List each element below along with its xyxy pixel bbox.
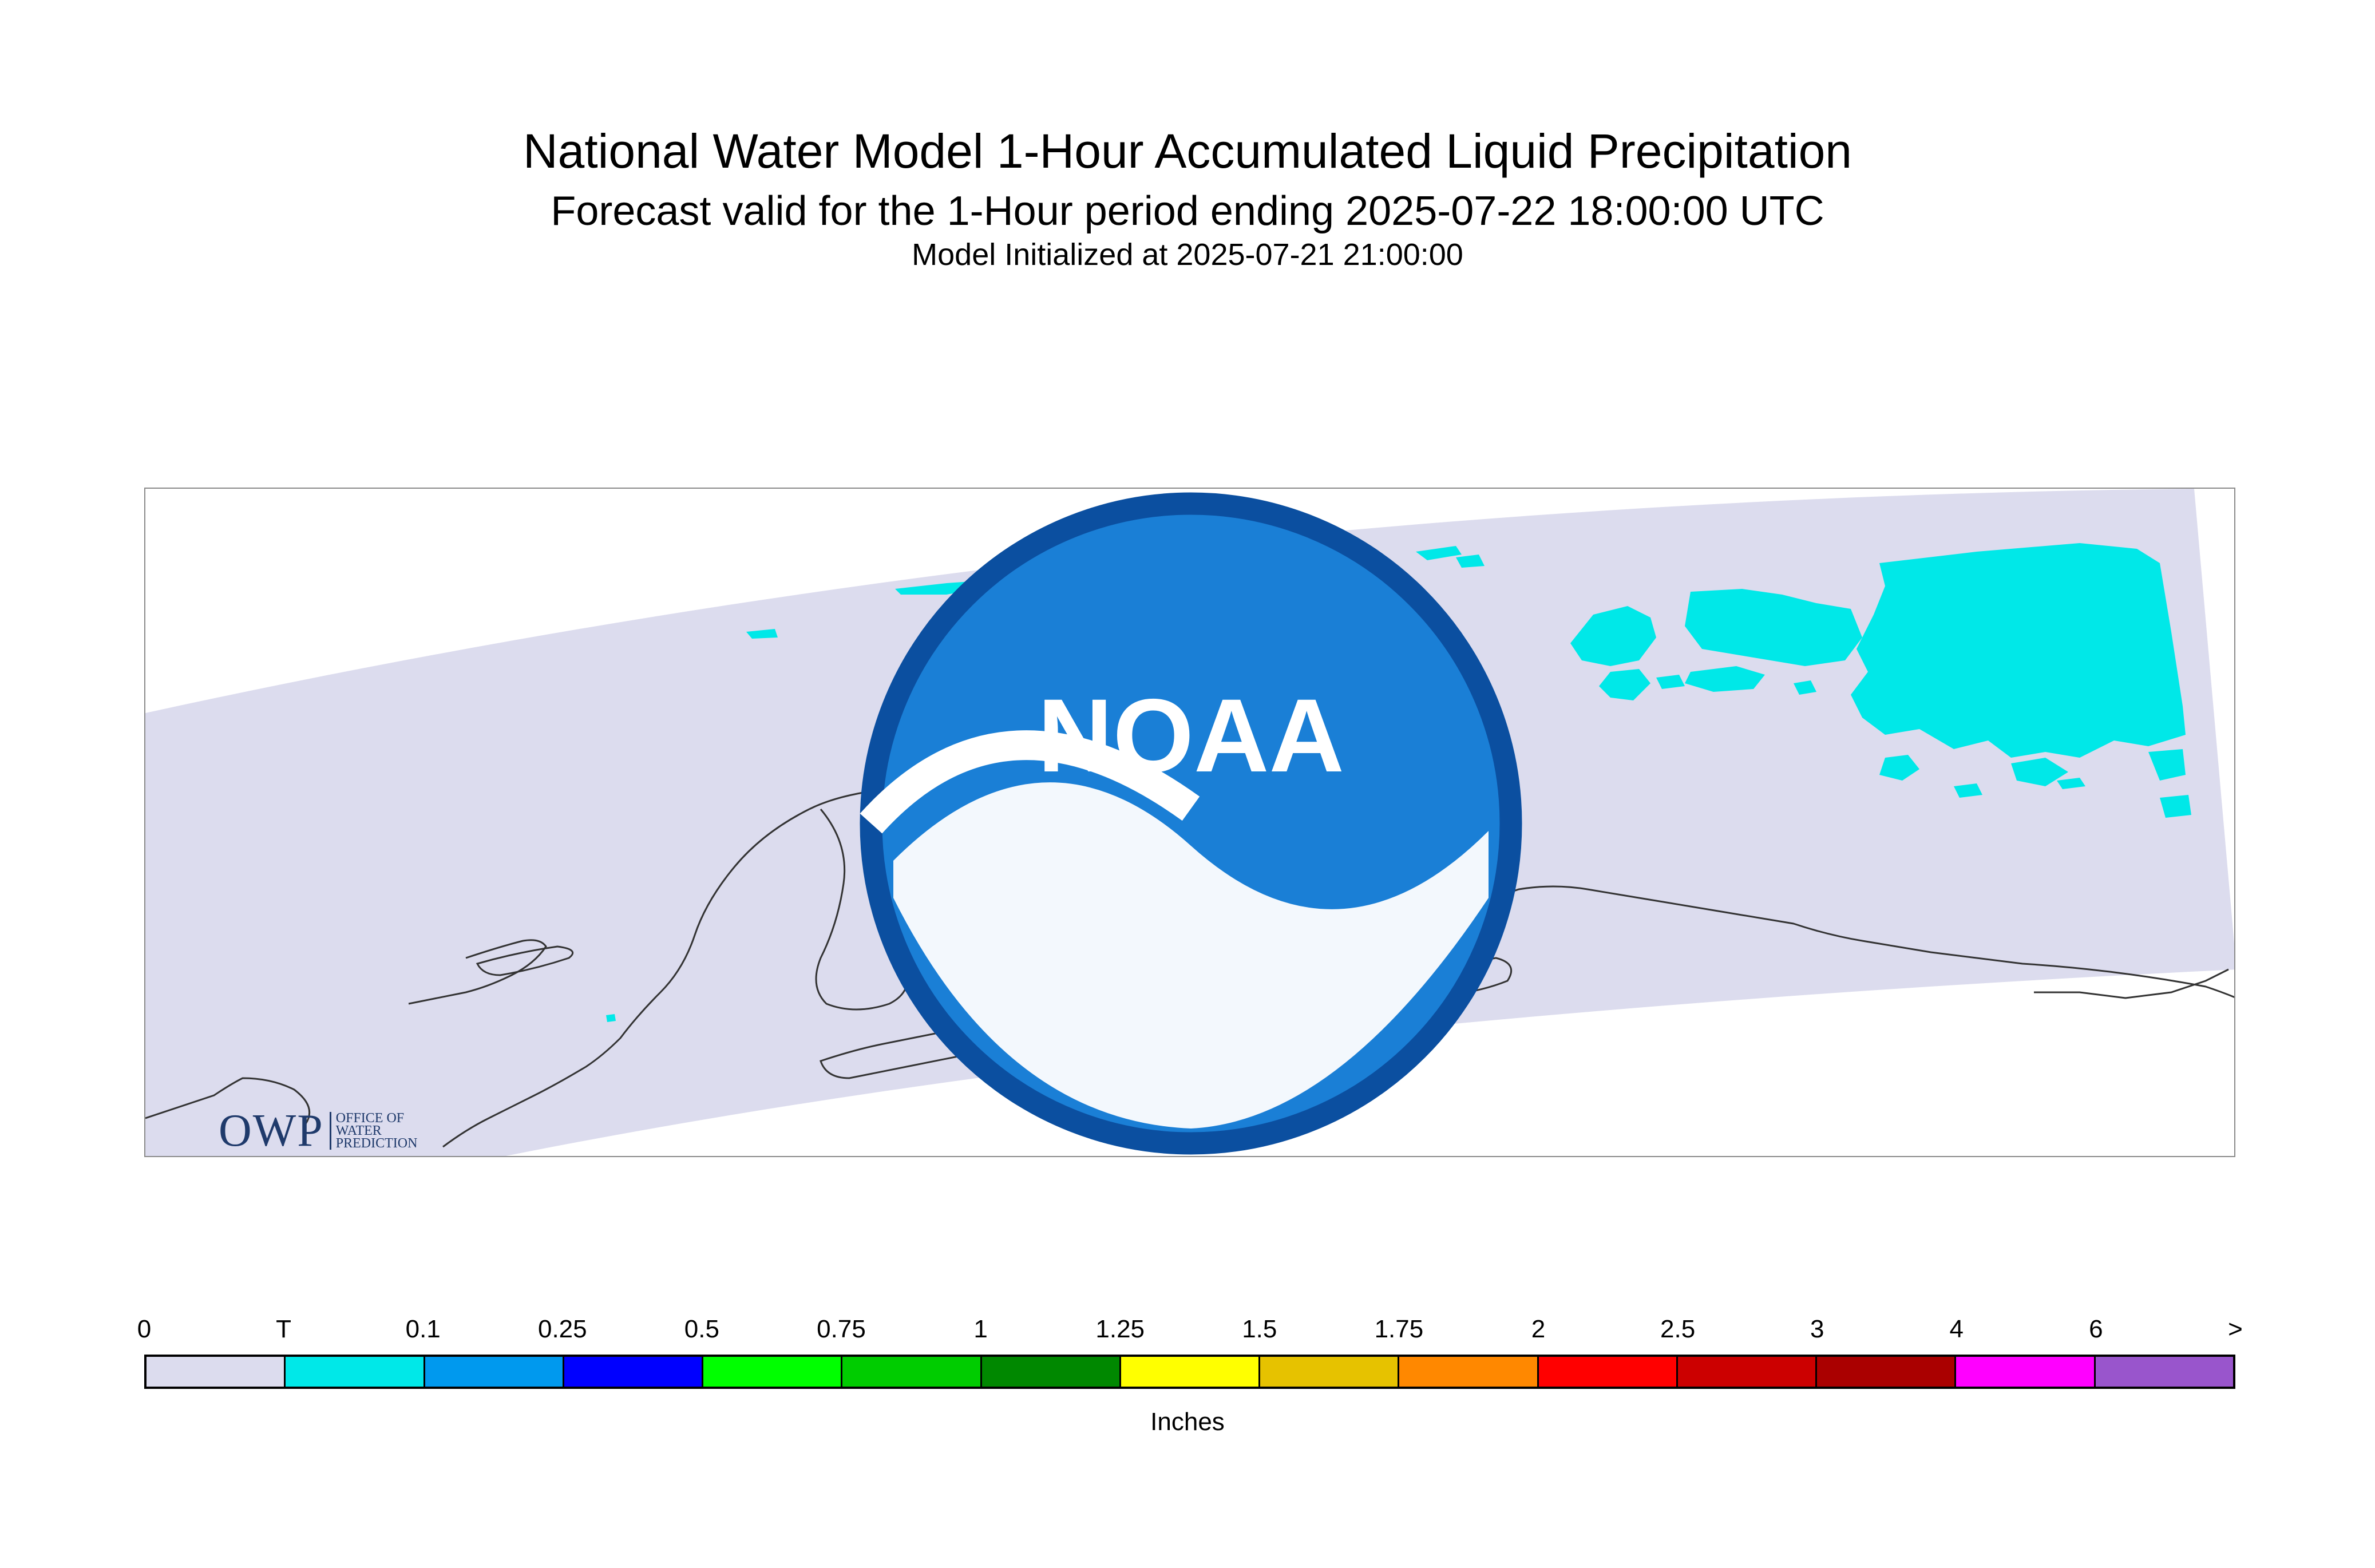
coastline-island-1: [476, 945, 574, 976]
colorbar-bin-5: [842, 1357, 982, 1387]
colorbar-tick-label: >: [2228, 1315, 2243, 1343]
colorbar-bin-6: [981, 1357, 1121, 1387]
colorbar-tick-label: 2: [1531, 1315, 1546, 1343]
coastline-aleutian-west: [145, 1077, 311, 1124]
colorbar-tick-label: 1.5: [1242, 1315, 1277, 1343]
noaa-logo: NOAA: [860, 492, 1522, 1155]
colorbar-tick-label: 6: [2089, 1315, 2103, 1343]
precip-area-4: [1879, 755, 1919, 781]
colorbar-tick-label: T: [276, 1315, 292, 1343]
precip-area-north-5: [746, 629, 778, 639]
initialization-time: Model Initialized at 2025-07-21 21:00:00: [912, 237, 1463, 272]
noaa-logo-text: NOAA: [1038, 677, 1344, 794]
owp-logo-text: OFFICE OF WATER PREDICTION: [329, 1111, 418, 1151]
colorbar-bin-4: [703, 1357, 843, 1387]
owp-logo-mark: OWP: [219, 1105, 324, 1156]
precip-area-10: [1954, 783, 1982, 798]
colorbar-tick-label: 2.5: [1660, 1315, 1696, 1343]
owp-logo-line-2: WATER: [335, 1123, 382, 1138]
colorbar-bin-7: [1121, 1357, 1261, 1387]
colorbar-bin-12: [1817, 1357, 1957, 1387]
colorbar-bin-9: [1399, 1357, 1539, 1387]
owp-logo: OWP OFFICE OF WATER PREDICTION: [219, 1105, 418, 1156]
colorbar-tick-label: 0.25: [537, 1315, 587, 1343]
coastline-east-panhandle: [2034, 968, 2229, 999]
precip-area-east-mid: [1685, 589, 1862, 666]
precip-area-9: [1794, 680, 1816, 695]
precip-area-1: [1570, 606, 1656, 666]
colorbar-tick-label: 0.1: [405, 1315, 441, 1343]
colorbar-tick-label: 0.75: [817, 1315, 866, 1343]
colorbar-bin-11: [1677, 1357, 1818, 1387]
colorbar-bin-2: [425, 1357, 564, 1387]
trace-precip-areas: [606, 543, 2191, 1022]
colorbar-units: Inches: [1150, 1408, 1225, 1436]
owp-logo-line-1: OFFICE OF: [335, 1111, 405, 1126]
colorbar-tick-label: 1.75: [1374, 1315, 1424, 1343]
coastline-bristol-bay: [408, 939, 547, 1005]
precip-area-7: [2160, 795, 2191, 818]
precip-area-2: [1599, 669, 1650, 700]
colorbar-bin-10: [1538, 1357, 1678, 1387]
colorbar-bin-1: [286, 1357, 425, 1387]
colorbar-bin-13: [1956, 1357, 2096, 1387]
coastline-alaska-peninsula: [442, 808, 810, 1148]
precip-area-3: [1685, 666, 1765, 692]
map-subtitle: Forecast valid for the 1-Hour period end…: [551, 188, 1824, 234]
precip-area-sw-1: [606, 1014, 616, 1022]
map-panel: OWP OFFICE OF WATER PREDICTION NOAA: [144, 488, 2235, 1157]
colorbar-tick-label: 3: [1810, 1315, 1824, 1343]
colorbar-labels: 0 T 0.1 0.25 0.5 0.75 1 1.25 1.5 1.75 2 2.5 3 4 6 >: [137, 1315, 2243, 1344]
precip-area-north-4: [1456, 555, 1485, 568]
precip-area-5: [2011, 758, 2068, 786]
colorbar-tick-label: 0: [137, 1315, 152, 1343]
owp-logo-line-3: PREDICTION: [335, 1136, 418, 1151]
colorbar-bin-14: [2095, 1357, 2233, 1387]
precip-area-8: [1656, 675, 1685, 689]
colorbar-bin-0: [147, 1357, 286, 1387]
precip-area-11: [2057, 778, 2085, 789]
precip-area-east-large: [1851, 543, 2186, 758]
map-title: National Water Model 1-Hour Accumulated …: [522, 124, 1852, 178]
precip-area-north-3: [1416, 546, 1462, 560]
colorbar-tick-label: 4: [1949, 1315, 1964, 1343]
colorbar-tick-label: 0.5: [684, 1315, 719, 1343]
colorbar-bin-8: [1260, 1357, 1400, 1387]
coastline-kenai: [815, 809, 909, 1011]
colorbar-tick-label: 1: [973, 1315, 988, 1343]
precip-area-6: [2148, 749, 2186, 781]
colorbar-bin-3: [564, 1357, 704, 1387]
colorbar: [144, 1355, 2235, 1389]
colorbar-tick-label: 1.25: [1095, 1315, 1145, 1343]
